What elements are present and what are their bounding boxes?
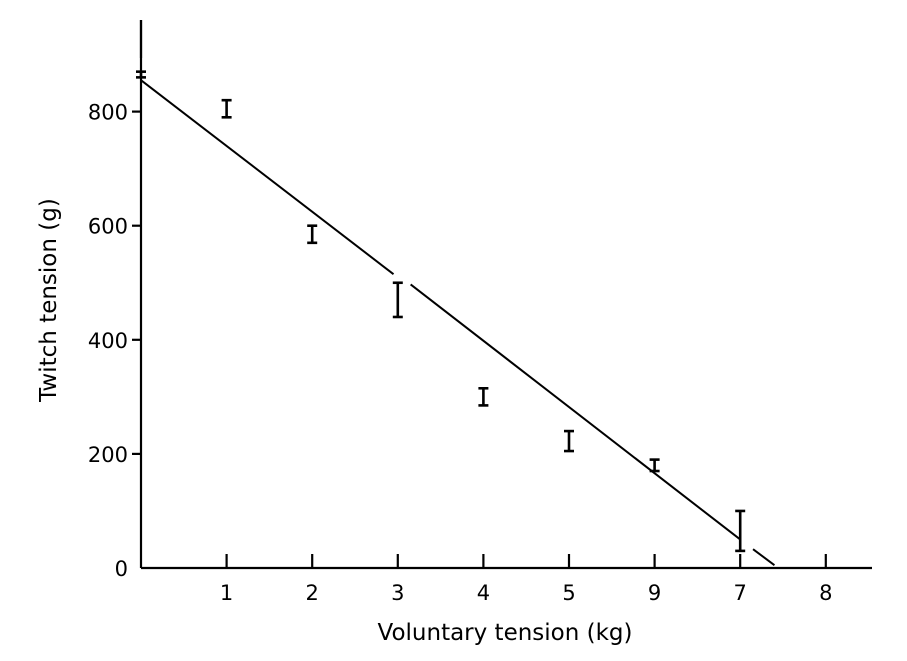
y-ticks: 0 200 400 600 800: [88, 20, 143, 581]
error-bar-point: [392, 281, 403, 319]
x-tick-label: 5: [562, 581, 575, 605]
fit-line: [140, 79, 776, 566]
x-tick-label: 7: [734, 581, 747, 605]
fit-line-segment: [752, 548, 776, 566]
x-tick-label: 4: [477, 581, 490, 605]
x-tick-label: 2: [306, 581, 319, 605]
fit-line-segment: [140, 79, 395, 275]
y-tick-label: 800: [88, 101, 128, 125]
x-tick-label: 3: [391, 581, 404, 605]
y-tick-label: 600: [88, 215, 128, 239]
error-bar-point: [307, 224, 318, 245]
x-tick-label: 9: [648, 581, 661, 605]
y-tick-label: 200: [88, 443, 128, 467]
error-bar-point: [564, 429, 574, 453]
plot-area: 0 200 400 600 800 1 2 3 4 5 9 7 8: [88, 20, 872, 605]
x-tick-label: 1: [220, 581, 233, 605]
error-bar-point: [478, 386, 489, 407]
fit-line-segment: [410, 283, 741, 541]
x-tick-label: 8: [819, 581, 832, 605]
error-bar-point: [221, 98, 232, 119]
data-points: [136, 70, 746, 553]
error-bar-point: [649, 458, 660, 473]
error-bar-point: [136, 70, 146, 79]
y-tick-label: 400: [88, 329, 128, 353]
x-ticks: 1 2 3 4 5 9 7 8: [220, 554, 832, 605]
error-bar-point: [735, 509, 746, 553]
y-tick-label: 0: [115, 557, 128, 581]
x-axis-title: Voluntary tension (kg): [378, 620, 633, 646]
y-axis-title: Twitch tension (g): [36, 198, 62, 403]
